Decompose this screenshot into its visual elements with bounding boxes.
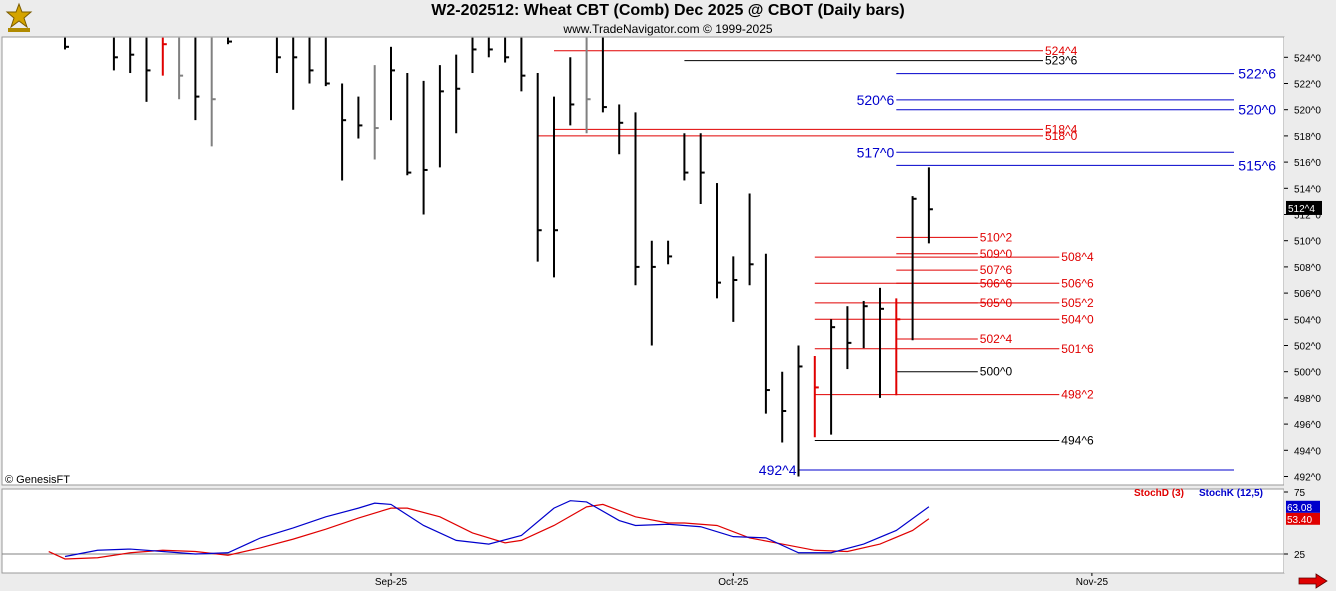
stoch-tick-label: 75 [1294,488,1306,499]
price-tick-label: 504^0 [1294,315,1321,326]
level-label: 501^6 [1061,342,1094,356]
price-tick-label: 508^0 [1294,263,1321,274]
level-label: 520^0 [1238,102,1276,118]
level-label: 500^0 [980,365,1013,379]
time-tick-label: Nov-25 [1076,577,1109,588]
level-label: 507^6 [980,263,1013,277]
price-tick-label: 496^0 [1294,420,1321,431]
stoch-series-line [64,500,930,558]
stoch-last-tag [1286,500,1320,513]
price-bars-group [64,37,1234,477]
level-label: 518^0 [1045,129,1078,143]
chart-subtitle: www.TradeNavigator.com © 1999-2025 [563,22,773,36]
price-tick-label: 512^0 [1294,211,1321,222]
level-label: 498^2 [1061,388,1094,402]
level-label: 506^6 [1061,276,1094,290]
price-tick-label: 520^0 [1294,106,1321,117]
level-label: 517^0 [857,144,895,160]
level-label: 492^4 [759,462,797,478]
stoch-series-line [48,503,930,560]
level-label: 523^6 [1045,54,1078,68]
level-label: 508^4 [1061,250,1094,264]
level-label: 515^6 [1238,157,1276,173]
level-label: 524^4 [1045,44,1078,58]
price-panel [1,36,1285,486]
level-label: 506^6 [980,276,1013,290]
level-label: 509^0 [980,247,1013,261]
price-tick-label: 502^0 [1294,342,1321,353]
stoch-tick-label: 25 [1294,550,1306,561]
level-label: 494^6 [1061,433,1094,447]
time-tick-label: Sep-25 [375,577,408,588]
level-label: 504^0 [1061,312,1094,326]
price-tick-label: 510^0 [1294,237,1321,248]
axis-area [1284,37,1334,573]
price-tick-label: 494^0 [1294,446,1321,457]
time-tick-label: Oct-25 [718,577,748,588]
level-label: 502^4 [980,332,1013,346]
price-tick-label: 518^0 [1294,132,1321,143]
level-label: 518^4 [1045,122,1078,136]
stochd-legend: StochD (3) [1134,488,1184,499]
level-label: 505^2 [1061,296,1094,310]
price-tick-label: 514^0 [1294,184,1321,195]
price-tick-label: 492^0 [1294,473,1321,484]
genesis-logo-icon [5,2,33,32]
price-tick-label: 506^0 [1294,289,1321,300]
price-tick-label: 524^0 [1294,53,1321,64]
level-label: 505^0 [980,296,1013,310]
level-label: 510^2 [980,230,1013,244]
stoch-last-tag [1286,512,1320,525]
last-price-tag [1286,200,1322,215]
scroll-right-arrow-icon[interactable] [1298,573,1328,589]
stochk-legend: StochK (12,5) [1199,488,1263,499]
price-tick-label: 516^0 [1294,158,1321,169]
level-label: 520^6 [857,92,895,108]
stoch-lines-group [2,500,1284,560]
stochastic-panel [1,488,1285,574]
price-tick-label: 522^0 [1294,80,1321,91]
stoch-last-label: 53.40 [1287,515,1312,526]
last-price-label: 512^4 [1288,204,1315,215]
copyright-label: © GenesisFT [5,474,70,486]
price-tick-label: 498^0 [1294,394,1321,405]
price-tick-label: 500^0 [1294,368,1321,379]
level-label: 522^6 [1238,66,1276,82]
chart-title: W2-202512: Wheat CBT (Comb) Dec 2025 @ C… [431,2,905,19]
stoch-last-label: 63.08 [1287,503,1312,514]
